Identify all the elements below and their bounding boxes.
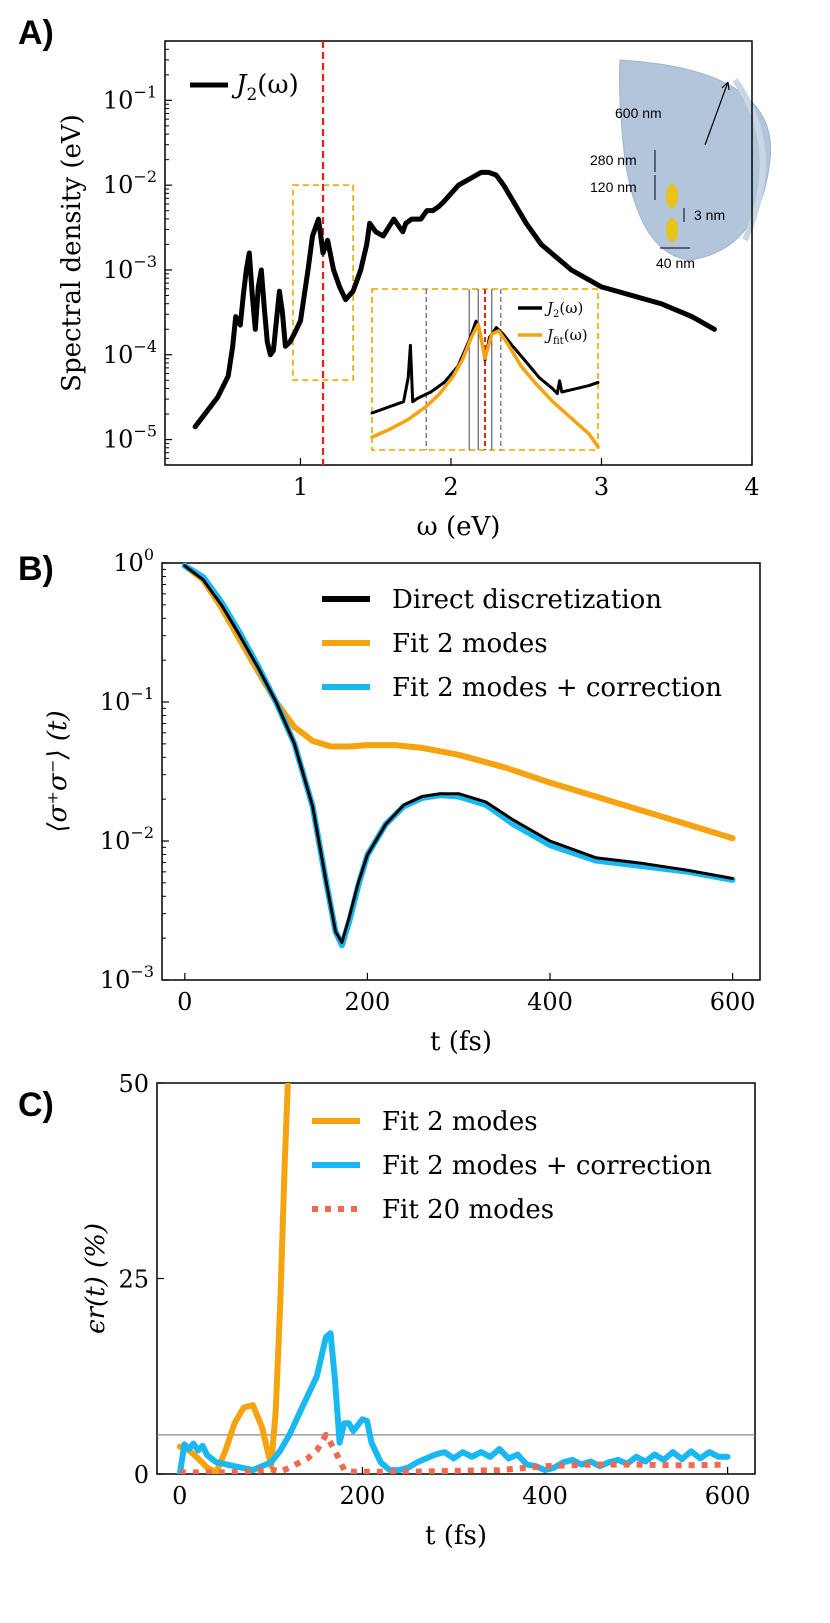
panel-label-b: B) (18, 550, 54, 588)
panel-c-xtick-label: 600 (705, 1482, 751, 1510)
label-120nm: 120 nm (590, 179, 637, 195)
panel-c-series-fit20 (179, 1431, 728, 1474)
panel-b-ytick-label: 10−2 (100, 823, 154, 855)
panel-a-xtick-label: 2 (443, 473, 458, 501)
panel-b-xtick-label: 200 (345, 988, 391, 1016)
radius-arrow-head (721, 81, 730, 91)
panel-a-ylabel: Spectral density (eV) (57, 114, 87, 392)
panel-b-xtick-label: 400 (527, 988, 573, 1016)
panel-c-legend-label: Fit 20 modes (382, 1195, 554, 1225)
nano-diagram: 600 nm 280 nm 120 nm 3 nm 40 nm (590, 59, 772, 271)
panel-a-frame (164, 40, 753, 466)
panel-c-xtick-label: 0 (172, 1482, 187, 1510)
panel-c-ytick-label: 0 (134, 1461, 149, 1489)
panel-a-xtick-label: 1 (293, 473, 308, 501)
panel-b-ytick-label: 10−3 (100, 962, 154, 994)
panel-b-ytick-label: 10−1 (100, 684, 154, 716)
label-40nm: 40 nm (656, 255, 695, 271)
label-3nm: 3 nm (694, 207, 725, 223)
panel-b-series-fit2 (181, 562, 736, 842)
panel-label-c: C) (18, 1086, 54, 1124)
panel-b-legend-label: Direct discretization (392, 585, 662, 615)
radius-arrow (704, 81, 729, 146)
panel-a-xtick-label: 3 (594, 473, 609, 501)
panel-c-ytick-label: 50 (118, 1070, 149, 1098)
panel-b-series-direct (183, 564, 735, 944)
nanorod-bottom (666, 218, 678, 242)
inset-legend-label: J2(ω) (544, 299, 583, 320)
panel-b-xtick-label: 600 (710, 988, 756, 1016)
panel-label-a: A) (18, 14, 54, 52)
panel-a-ytick-label: 10−3 (103, 252, 157, 284)
panel-b-frame (161, 562, 761, 981)
panel-b-xlabel: t (fs) (430, 1027, 492, 1057)
panel-c-frame (156, 1082, 756, 1475)
panel-c-xlabel: t (fs) (425, 1521, 487, 1551)
nanorod-top (666, 184, 678, 208)
panel-a-ytick-label: 10−5 (103, 422, 157, 454)
panel-b-xtick-label: 0 (177, 988, 192, 1016)
panel-c-series-group (176, 1083, 731, 1474)
panel-b-legend-label: Fit 2 modes + correction (392, 673, 722, 703)
panel-a-ytick-label: 10−2 (103, 167, 157, 199)
panel-c-ylabel: ϵr(t) (%) (81, 1223, 111, 1334)
panel-a-legend-label: J2(ω) (231, 70, 299, 105)
panel-c-xtick-label: 400 (522, 1482, 568, 1510)
panel-a-xtick-label: 4 (744, 473, 759, 501)
panel-a-series-j2 (192, 169, 717, 430)
panel-c-series-fit2corr (176, 1330, 731, 1474)
panel-a-ytick-label: 10−1 (103, 82, 157, 114)
panel-c-ytick-label: 25 (118, 1266, 149, 1294)
panel-a-ytick-label: 10−4 (103, 337, 157, 369)
inset-legend-label: Jfit(ω) (544, 326, 588, 347)
label-280nm: 280 nm (590, 152, 637, 168)
sphere-highlight (732, 78, 766, 242)
panel-c-legend-label: Fit 2 modes (382, 1107, 538, 1137)
panel-c-xtick-label: 200 (340, 1482, 386, 1510)
panel-c-series-fit2 (176, 1083, 291, 1474)
panel-b-ytick-label: 100 (113, 545, 154, 577)
panel-b-ylabel: ⟨σ⁺σ⁻⟩ (t) (43, 710, 73, 832)
inset-series-jfit (370, 322, 600, 449)
panel-b-legend-label: Fit 2 modes (392, 629, 548, 659)
panel-c-legend-label: Fit 2 modes + correction (382, 1151, 712, 1181)
panel-a-xlabel: ω (eV) (417, 512, 501, 542)
label-600nm: 600 nm (615, 105, 662, 121)
